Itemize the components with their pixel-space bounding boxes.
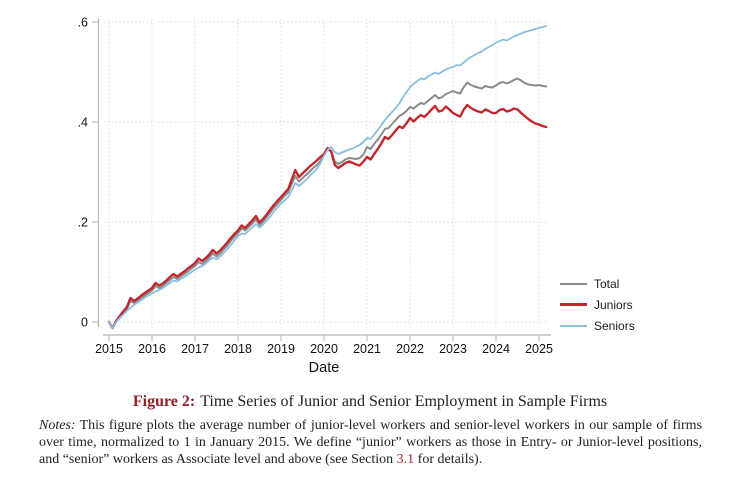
figure-caption-text: Time Series of Junior and Senior Employm… bbox=[200, 393, 608, 410]
legend-item-juniors: Juniors bbox=[551, 294, 657, 315]
x-tick-label: 2024 bbox=[482, 342, 510, 356]
notes-text-2: for details). bbox=[414, 452, 483, 468]
x-tick-label: 2017 bbox=[181, 342, 209, 356]
legend-label: Total bbox=[594, 276, 620, 291]
juniors-line bbox=[107, 103, 548, 330]
y-tick-label: .4 bbox=[78, 116, 88, 130]
legend-line-swatch bbox=[560, 282, 587, 285]
legend-line-swatch bbox=[560, 303, 587, 306]
total-line bbox=[108, 77, 548, 329]
x-tick-label: 2016 bbox=[138, 342, 166, 356]
legend: Total Juniors Seniors bbox=[551, 273, 657, 339]
x-tick-label: 2025 bbox=[525, 342, 553, 356]
notes-label: Notes: bbox=[39, 418, 76, 433]
legend-item-seniors: Seniors bbox=[551, 315, 657, 336]
x-tick-label: 2022 bbox=[396, 342, 424, 356]
legend-label: Juniors bbox=[594, 297, 633, 312]
figure-notes: Notes: This figure plots the average numb… bbox=[39, 417, 702, 469]
section-link[interactable]: 3.1 bbox=[396, 452, 415, 468]
legend-item-total: Total bbox=[551, 273, 657, 294]
figure-number-label: Figure 2: bbox=[132, 393, 196, 410]
y-tick-label: .6 bbox=[78, 16, 88, 30]
x-axis-title: Date bbox=[309, 360, 340, 376]
x-tick-label: 2018 bbox=[224, 342, 252, 356]
x-tick-label: 2015 bbox=[95, 342, 123, 356]
x-tick-label: 2020 bbox=[310, 342, 338, 356]
legend-line-swatch bbox=[560, 324, 587, 327]
x-tick-label: 2021 bbox=[353, 342, 381, 356]
legend-label: Seniors bbox=[594, 318, 635, 333]
notes-text-1: This figure plots the average number of … bbox=[39, 418, 702, 468]
seniors-line bbox=[108, 25, 548, 329]
y-tick-label: .2 bbox=[78, 216, 88, 230]
x-tick-label: 2023 bbox=[439, 342, 467, 356]
chart-svg: 2015 2016 2017 2018 2019 2020 2021 2022 2023 2024… bbox=[78, 16, 556, 376]
x-tick-label: 2019 bbox=[267, 342, 295, 356]
y-tick-label: 0 bbox=[81, 316, 88, 330]
figure-caption: Figure 2: Time Series of Junior and Senio… bbox=[0, 393, 740, 411]
